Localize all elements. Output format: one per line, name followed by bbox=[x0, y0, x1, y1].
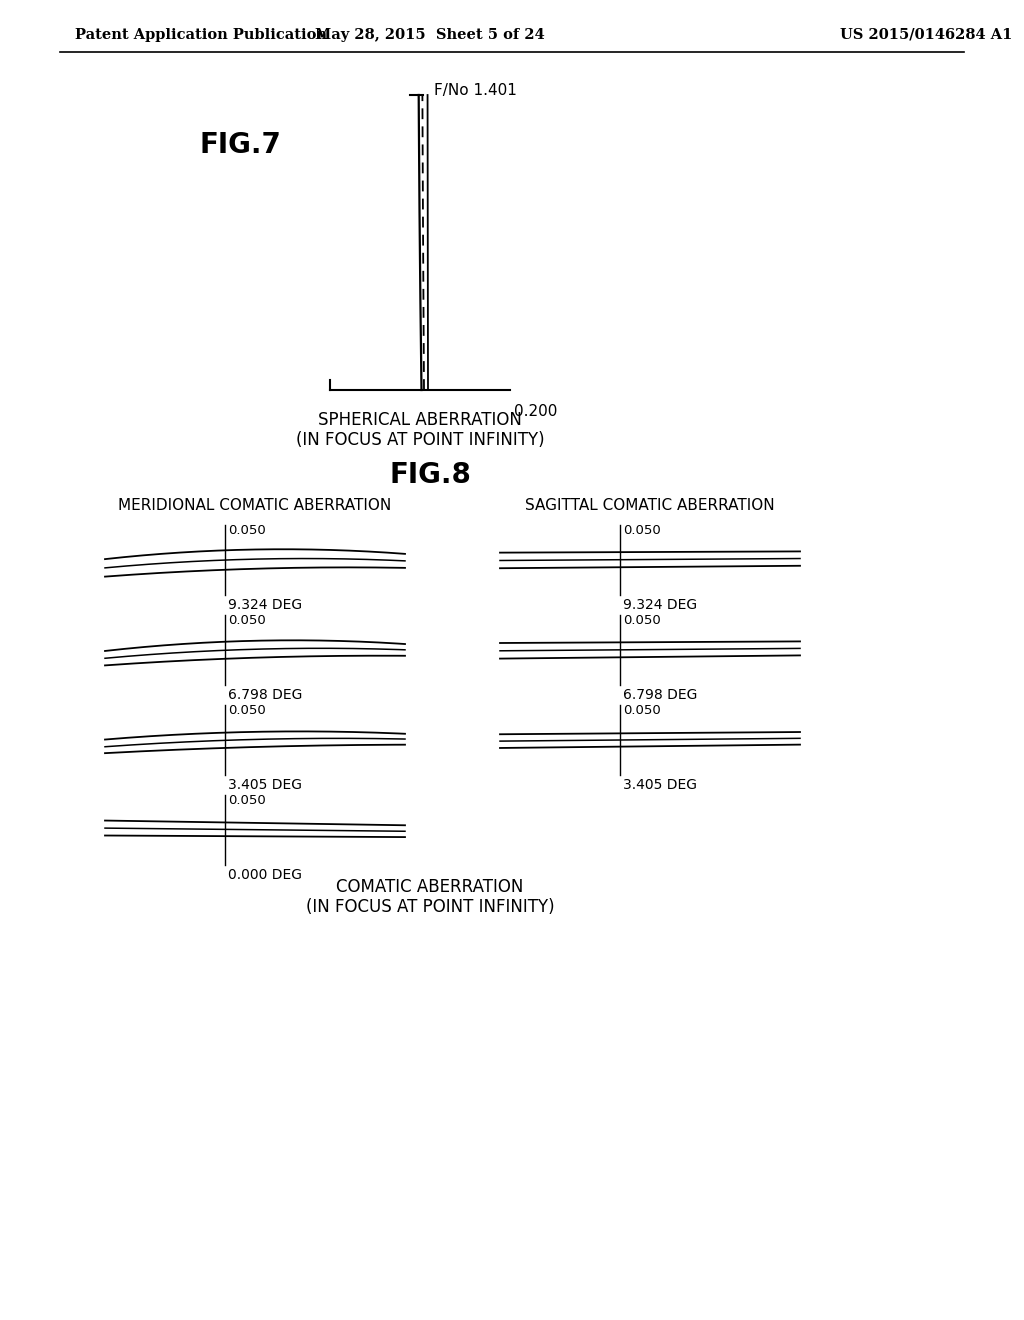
Text: FIG.8: FIG.8 bbox=[389, 461, 471, 488]
Text: 0.050: 0.050 bbox=[623, 614, 660, 627]
Text: 0.050: 0.050 bbox=[228, 795, 266, 807]
Text: 3.405 DEG: 3.405 DEG bbox=[623, 777, 697, 792]
Text: 9.324 DEG: 9.324 DEG bbox=[228, 598, 302, 612]
Text: F/No 1.401: F/No 1.401 bbox=[434, 82, 517, 98]
Text: 0.050: 0.050 bbox=[228, 614, 266, 627]
Text: MERIDIONAL COMATIC ABERRATION: MERIDIONAL COMATIC ABERRATION bbox=[119, 498, 391, 512]
Text: 6.798 DEG: 6.798 DEG bbox=[623, 688, 697, 702]
Text: Patent Application Publication: Patent Application Publication bbox=[75, 28, 327, 42]
Text: (IN FOCUS AT POINT INFINITY): (IN FOCUS AT POINT INFINITY) bbox=[296, 432, 545, 449]
Text: 0.050: 0.050 bbox=[623, 524, 660, 537]
Text: FIG.7: FIG.7 bbox=[200, 131, 282, 158]
Text: (IN FOCUS AT POINT INFINITY): (IN FOCUS AT POINT INFINITY) bbox=[306, 898, 554, 916]
Text: US 2015/0146284 A1: US 2015/0146284 A1 bbox=[840, 28, 1013, 42]
Text: May 28, 2015  Sheet 5 of 24: May 28, 2015 Sheet 5 of 24 bbox=[315, 28, 545, 42]
Text: SAGITTAL COMATIC ABERRATION: SAGITTAL COMATIC ABERRATION bbox=[525, 498, 775, 512]
Text: 9.324 DEG: 9.324 DEG bbox=[623, 598, 697, 612]
Text: 0.050: 0.050 bbox=[228, 704, 266, 717]
Text: 0.000 DEG: 0.000 DEG bbox=[228, 869, 302, 882]
Text: 0.200: 0.200 bbox=[514, 404, 557, 418]
Text: SPHERICAL ABERRATION: SPHERICAL ABERRATION bbox=[318, 411, 522, 429]
Text: 3.405 DEG: 3.405 DEG bbox=[228, 777, 302, 792]
Text: 0.050: 0.050 bbox=[228, 524, 266, 537]
Text: 0.050: 0.050 bbox=[623, 704, 660, 717]
Text: COMATIC ABERRATION: COMATIC ABERRATION bbox=[336, 878, 523, 896]
Text: 6.798 DEG: 6.798 DEG bbox=[228, 688, 302, 702]
